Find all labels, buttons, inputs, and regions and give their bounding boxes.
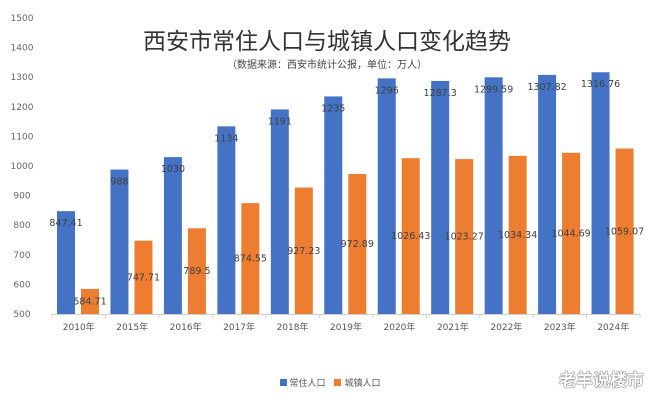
- x-tick-label: 2010年: [63, 321, 95, 333]
- bar-resident: [270, 109, 289, 315]
- data-label: 1296: [375, 85, 399, 96]
- data-label: 1023.27: [445, 232, 484, 243]
- data-label: 1316.76: [581, 79, 620, 90]
- x-tick-label: 2016年: [170, 321, 202, 333]
- y-tick-label: 500: [13, 310, 30, 320]
- x-tick-label: 2023年: [544, 321, 576, 333]
- bar-urban: [134, 240, 153, 314]
- y-tick-label: 600: [13, 280, 30, 290]
- data-label: 988: [110, 177, 128, 188]
- x-tick-label: 2022年: [490, 321, 522, 333]
- data-label: 847.41: [49, 218, 82, 229]
- data-label: 1287.3: [424, 88, 457, 99]
- bar-resident: [591, 72, 610, 314]
- bar-urban: [615, 148, 634, 314]
- x-tick-label: 2017年: [223, 321, 255, 333]
- x-tick-label: 2024年: [597, 321, 629, 333]
- bar-urban: [401, 158, 420, 314]
- y-tick-label: 900: [13, 192, 30, 202]
- bar-urban: [187, 228, 206, 314]
- data-label: 1307.82: [527, 82, 566, 93]
- y-tick-label: 1400: [11, 44, 34, 54]
- data-label: 584.71: [73, 296, 106, 307]
- y-tick-label: 1100: [11, 132, 34, 142]
- data-label: 1030: [161, 164, 185, 175]
- bar-urban: [241, 203, 260, 314]
- bar-resident: [324, 96, 343, 314]
- bar-urban: [455, 159, 474, 314]
- bar-resident: [57, 211, 75, 314]
- watermark: 老羊说楼市: [559, 371, 644, 391]
- x-tick-label: 2018年: [277, 321, 309, 333]
- bar-resident: [538, 74, 557, 314]
- legend-swatch-urban: [334, 379, 342, 386]
- bar-resident: [484, 77, 503, 315]
- data-label: 874.55: [234, 254, 267, 265]
- bar-urban: [348, 174, 367, 314]
- bar-urban: [562, 152, 581, 314]
- data-label: 927.23: [287, 246, 320, 257]
- data-label: 1235: [321, 103, 345, 114]
- chart-subtitle: （数据来源：西安市统计公报，单位：万人）: [227, 60, 427, 71]
- y-tick-label: 700: [13, 251, 30, 261]
- data-label: 789.5: [183, 266, 210, 277]
- bar-resident: [431, 80, 450, 314]
- data-label: 1191: [268, 116, 292, 127]
- bar-resident: [163, 157, 182, 314]
- chart-title: 西安市常住人口与城镇人口变化趋势: [143, 29, 511, 55]
- data-label: 1034.34: [498, 230, 537, 241]
- y-tick-label: 1300: [11, 73, 34, 83]
- y-tick-label: 1500: [11, 14, 34, 24]
- bar-urban: [294, 187, 313, 314]
- x-tick-label: 2019年: [330, 321, 362, 333]
- x-tick-label: 2021年: [437, 321, 469, 333]
- bar-resident: [217, 126, 236, 314]
- y-tick-label: 800: [13, 221, 30, 231]
- legend-label-urban: 城镇人口: [344, 379, 381, 389]
- data-label: 972.89: [341, 239, 374, 250]
- legend-label-resident: 常住人口: [289, 379, 326, 389]
- legend: 常住人口 城镇人口: [0, 376, 654, 389]
- x-tick-label: 2020年: [384, 321, 416, 333]
- data-label: 747.71: [127, 272, 160, 283]
- bar-urban: [81, 288, 99, 314]
- data-label: 1044.69: [551, 228, 590, 239]
- data-label: 1026.43: [391, 231, 430, 242]
- legend-swatch-resident: [279, 379, 287, 386]
- y-tick-label: 1000: [11, 162, 34, 172]
- data-label: 1134: [214, 133, 238, 144]
- data-label: 1059.07: [605, 226, 644, 237]
- bar-resident: [110, 169, 129, 314]
- data-label: 1299.59: [474, 84, 513, 95]
- y-tick-label: 1200: [11, 103, 34, 113]
- bar-resident: [377, 78, 396, 314]
- x-tick-label: 2015年: [116, 321, 148, 333]
- bar-urban: [508, 155, 527, 314]
